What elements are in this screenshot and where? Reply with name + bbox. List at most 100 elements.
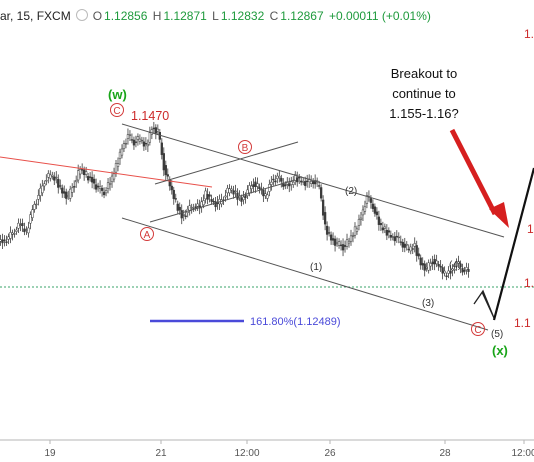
candle-body xyxy=(88,176,92,178)
candle-body xyxy=(288,183,291,187)
candle-body xyxy=(443,270,446,274)
high-label: H xyxy=(152,9,162,23)
breakout-annotation: Breakout to continue to 1.155-1.16? xyxy=(372,64,476,124)
open-value: 1.12856 xyxy=(104,9,148,23)
right-axis-label-2: 1 xyxy=(527,222,534,236)
candle-body xyxy=(461,268,464,273)
candle-body xyxy=(81,169,84,171)
candle-body xyxy=(369,198,373,203)
candle-body xyxy=(65,191,68,199)
candle-body xyxy=(228,188,231,194)
wave-5-label: (5) xyxy=(491,329,503,340)
candle-body xyxy=(128,134,132,136)
candle-body xyxy=(75,180,78,183)
candle-body xyxy=(182,214,185,216)
circle-c-bottom: C xyxy=(471,322,485,336)
candle-body xyxy=(116,163,120,167)
candle-body xyxy=(144,142,148,145)
candle-body xyxy=(355,228,359,232)
candlestick-series xyxy=(0,121,470,281)
channel-lower-line xyxy=(121,217,489,331)
candle-body xyxy=(302,181,305,183)
candle-body xyxy=(327,232,331,234)
candle-body xyxy=(276,175,279,179)
candle-body xyxy=(122,143,126,149)
red-trend-line xyxy=(0,156,213,188)
candle-body xyxy=(130,139,134,141)
candle-body xyxy=(79,169,82,175)
channel-upper-line xyxy=(121,123,505,238)
candle-body xyxy=(43,183,46,187)
candle-body xyxy=(467,269,470,272)
candle-body xyxy=(337,241,341,246)
candle-body xyxy=(49,174,52,179)
low-value: 1.12832 xyxy=(220,9,265,23)
candle-body xyxy=(256,183,259,187)
time-tick-label: 19 xyxy=(44,448,56,459)
candle-body xyxy=(178,206,181,211)
candle-body xyxy=(244,195,247,198)
candle-body xyxy=(142,141,146,147)
candle-body xyxy=(67,195,70,197)
candle-body xyxy=(323,212,327,225)
candle-body xyxy=(152,127,156,130)
candle-body xyxy=(11,232,14,235)
time-tick-label: 21 xyxy=(155,448,167,459)
candle-body xyxy=(284,184,287,187)
candle-body xyxy=(459,263,462,268)
candle-body xyxy=(385,229,389,236)
candle-body xyxy=(333,238,337,246)
candle-body xyxy=(37,195,40,200)
candle-body xyxy=(387,230,390,233)
candle-body xyxy=(226,187,229,194)
candle-body xyxy=(27,227,30,234)
candle-body xyxy=(21,223,24,227)
candle-body xyxy=(453,269,456,271)
ohlc-header: ar, 15, FXCM O 1.12856 H 1.12871 L 1.12832 C… xyxy=(0,9,433,27)
candle-body xyxy=(45,180,48,182)
candle-body xyxy=(47,173,50,178)
candle-body xyxy=(35,203,38,206)
visibility-icon[interactable] xyxy=(75,9,88,21)
change-value: +0.00011 (+0.01%) xyxy=(329,9,431,23)
candle-body xyxy=(335,242,339,244)
annotation-line-2: continue to xyxy=(392,86,456,101)
candle-body xyxy=(196,203,199,207)
candle-body xyxy=(427,262,430,271)
candle-body xyxy=(200,201,203,207)
candle-body xyxy=(9,232,12,239)
candle-body xyxy=(242,196,245,201)
candle-body xyxy=(437,264,440,267)
candle-body xyxy=(457,261,460,264)
svg-text:C: C xyxy=(474,325,481,336)
candle-body xyxy=(325,225,329,235)
candle-body xyxy=(33,204,36,210)
candle-body xyxy=(317,185,321,187)
candle-body xyxy=(383,226,387,229)
breakout-arrow-shaft xyxy=(449,128,498,216)
candle-body xyxy=(272,178,275,181)
candle-body xyxy=(102,191,106,196)
candle-body xyxy=(1,239,4,244)
candle-body xyxy=(77,170,80,181)
candle-body xyxy=(314,180,317,185)
candle-body xyxy=(31,209,34,218)
candle-body xyxy=(214,201,217,208)
candle-body xyxy=(148,132,152,143)
candle-body xyxy=(363,206,367,212)
open-label: O xyxy=(92,9,103,23)
wedge-lower-line xyxy=(149,179,296,223)
candle-body xyxy=(343,245,347,247)
candle-body xyxy=(329,234,333,241)
candle-body xyxy=(146,143,150,147)
candle-body xyxy=(106,182,110,189)
candle-body xyxy=(180,210,183,219)
right-axis-label-3: 1. xyxy=(524,276,534,290)
low-label: L xyxy=(212,9,219,23)
breakout-arrow-head xyxy=(489,202,509,228)
svg-text:B: B xyxy=(242,143,249,154)
candle-body xyxy=(23,228,26,233)
candle-body xyxy=(94,184,98,190)
time-tick-label: 26 xyxy=(324,448,336,459)
candle-body xyxy=(176,203,179,211)
